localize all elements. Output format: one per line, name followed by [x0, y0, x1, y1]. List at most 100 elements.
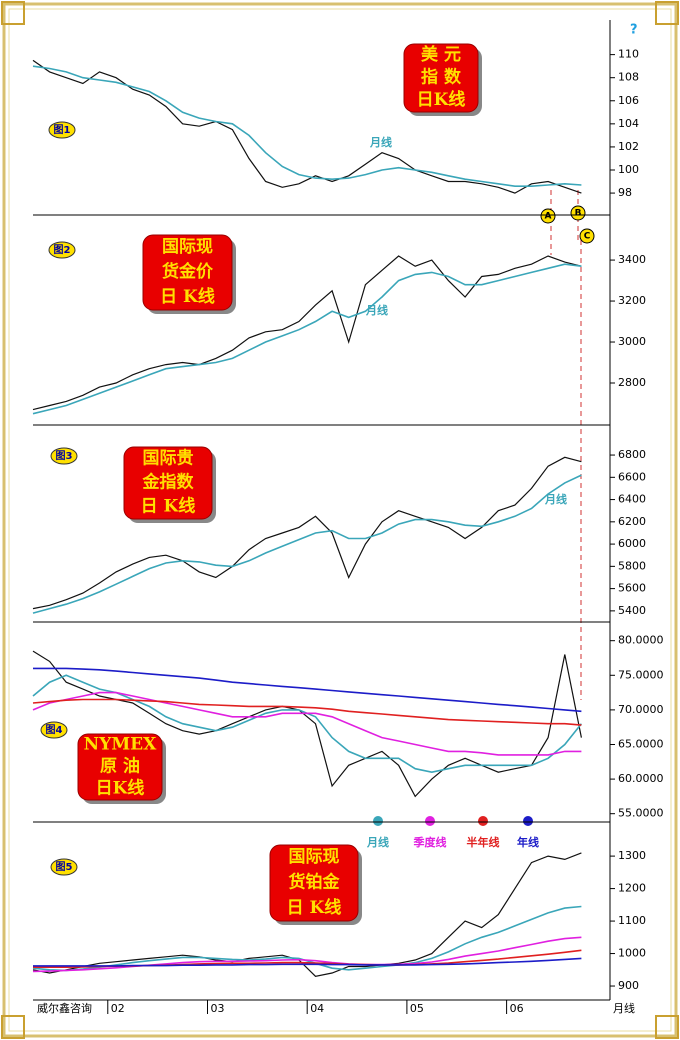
moving-average-line [32, 698, 582, 726]
panel-tag: 图1 [54, 124, 71, 136]
moving-average-line [32, 263, 582, 415]
series-annotation: 月线 [369, 135, 392, 149]
source-label: 威尔鑫咨询 [37, 1001, 92, 1015]
title-box [403, 43, 479, 113]
y-tick-label: 900 [618, 979, 639, 992]
y-tick-label: 100 [618, 163, 639, 176]
price-line [32, 852, 582, 977]
panel-tag: 图4 [46, 724, 63, 736]
x-tick-label: 03 [210, 1002, 224, 1015]
legend-swatch [425, 816, 435, 826]
y-tick-label: 1200 [618, 882, 646, 895]
help-icon: ? [630, 23, 638, 38]
event-marker-label: A [545, 212, 552, 222]
reference-lines [550, 190, 582, 700]
y-tick-label: 3400 [618, 253, 646, 266]
event-marker [579, 228, 595, 244]
y-tick-label: 1300 [618, 849, 646, 862]
y-tick-label: 65.0000 [618, 737, 664, 750]
title-line: 金指数 [142, 472, 195, 493]
y-tick-label: 6800 [618, 448, 646, 461]
title-line: 美 元 [421, 44, 461, 65]
frame-inner [8, 8, 672, 1032]
y-tick-label: 5400 [618, 604, 646, 617]
panel-tag-bg [40, 721, 68, 739]
moving-average-line [33, 667, 582, 713]
moving-average-line [32, 936, 582, 973]
y-tick-label: 6200 [618, 515, 646, 528]
x-tick-label: 04 [310, 1002, 324, 1015]
event-marker-label: B [575, 209, 582, 219]
legend-label: 月线 [366, 835, 389, 849]
event-marker [570, 205, 586, 221]
title-line: 指 数 [421, 67, 462, 88]
legend-label: 年线 [517, 835, 539, 849]
event-marker-label: C [584, 232, 591, 242]
y-tick-label: 3200 [618, 294, 646, 307]
y-tick-label: 6600 [618, 470, 646, 483]
price-line [32, 59, 582, 194]
y-tick-label: 98 [618, 186, 632, 199]
title-box [77, 733, 163, 801]
series-annotation: 月线 [544, 492, 567, 506]
moving-average-line [32, 691, 582, 756]
y-tick-label: 5800 [618, 559, 646, 572]
panel-tag-bg [50, 858, 78, 876]
y-tick-label: 80.0000 [618, 634, 664, 647]
title-line: 原 油 [100, 756, 140, 777]
price-line [32, 456, 582, 610]
panel-tag: 图5 [56, 861, 73, 873]
y-tick-label: 75.0000 [618, 668, 664, 681]
y-tick-label: 104 [618, 117, 639, 130]
panel-tag: 图2 [54, 244, 71, 256]
x-tick-label: 06 [510, 1002, 524, 1015]
title-line: 货金价 [162, 261, 214, 282]
y-tick-label: 2800 [618, 376, 646, 389]
x-tick-label: 02 [111, 1002, 125, 1015]
title-box [142, 234, 233, 311]
legend-label: 半年线 [467, 835, 500, 849]
series-annotation: 月线 [365, 303, 388, 317]
title-line: 日 K线 [287, 897, 342, 918]
legend-swatch [478, 816, 488, 826]
panel-tag-bg [48, 121, 76, 139]
title-line: NYMEX [84, 735, 157, 755]
title-line: 日 K线 [141, 496, 196, 517]
legend-swatch [373, 816, 383, 826]
title-box [269, 844, 359, 922]
event-marker [540, 208, 556, 224]
title-line: 国际现 [289, 847, 340, 867]
y-tick-label: 6400 [618, 493, 646, 506]
legend-label: 季度线 [413, 835, 447, 849]
y-tick-label: 1100 [618, 914, 646, 927]
title-box [123, 446, 213, 520]
y-tick-label: 55.0000 [618, 807, 664, 820]
panel-tag: 图3 [56, 450, 73, 462]
y-tick-label: 1000 [618, 947, 646, 960]
moving-average-line [32, 65, 582, 187]
moving-average-line [32, 474, 582, 614]
x-tick-label: 05 [410, 1002, 424, 1015]
y-tick-label: 108 [618, 71, 639, 84]
title-line: 国际现 [162, 237, 213, 257]
moving-average-line [33, 957, 582, 967]
x-axis-label: 月线 [613, 1001, 635, 1015]
y-tick-label: 106 [618, 94, 639, 107]
y-tick-label: 3000 [618, 335, 646, 348]
panel-tag-bg [48, 241, 76, 259]
y-tick-label: 102 [618, 140, 639, 153]
y-tick-label: 6000 [618, 537, 646, 550]
y-tick-label: 60.0000 [618, 772, 664, 785]
title-line: 国际贵 [143, 448, 194, 469]
panel-tag-bg [50, 447, 78, 465]
title-line: 日 K线 [160, 286, 215, 307]
title-line: 日K线 [96, 778, 145, 799]
price-line [32, 255, 582, 411]
title-line: 日K线 [417, 89, 466, 110]
y-tick-label: 70.0000 [618, 703, 664, 716]
price-line [32, 650, 582, 798]
y-tick-label: 110 [618, 48, 639, 61]
